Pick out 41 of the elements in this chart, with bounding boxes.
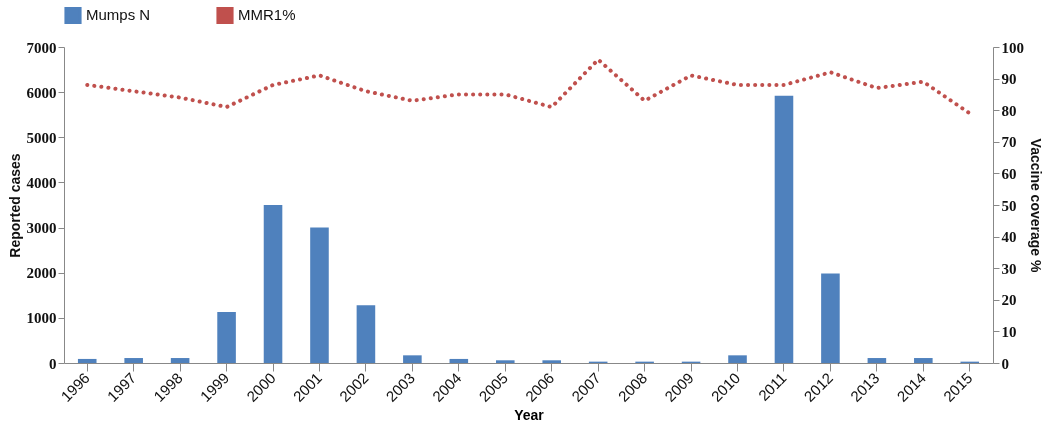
y-tick-label: 0 xyxy=(49,355,57,372)
y2-tick-label: 40 xyxy=(1001,229,1017,246)
y2-tick-label: 30 xyxy=(1001,260,1017,277)
y-tick-label: 1000 xyxy=(26,310,57,327)
y2-tick-label: 20 xyxy=(1001,292,1017,309)
y-tick-label: 2000 xyxy=(26,265,57,282)
y-tick-label: 3000 xyxy=(26,220,57,237)
bar xyxy=(728,355,747,363)
bar xyxy=(449,358,469,363)
bar xyxy=(914,358,933,363)
y2-tick-label: 60 xyxy=(1001,165,1017,182)
bar xyxy=(774,95,794,363)
legend-label: MMR1% xyxy=(238,6,296,24)
bar xyxy=(356,305,376,363)
legend-label: Mumps N xyxy=(86,6,151,24)
x-axis-title: Year xyxy=(514,406,545,423)
bar xyxy=(77,358,97,363)
bar xyxy=(263,205,283,363)
y-tick-label: 4000 xyxy=(26,174,57,191)
y-tick-label: 7000 xyxy=(26,39,57,56)
y-tick-label: 5000 xyxy=(26,129,57,146)
y2-tick-label: 80 xyxy=(1001,102,1017,119)
y-axis-title: Reported cases xyxy=(6,153,23,258)
bar xyxy=(867,358,887,363)
bar xyxy=(403,355,422,363)
y2-tick-label: 100 xyxy=(1001,39,1024,56)
bar xyxy=(495,360,515,363)
y2-tick-label: 10 xyxy=(1001,323,1017,340)
bar xyxy=(124,358,143,363)
y2-axis-title: Vaccine coverage % xyxy=(1028,138,1044,273)
y2-tick-label: 50 xyxy=(1001,197,1017,214)
bar xyxy=(821,273,840,363)
bar xyxy=(217,311,236,363)
bar xyxy=(310,227,329,363)
bar xyxy=(170,358,190,363)
y2-tick-label: 0 xyxy=(1001,355,1009,372)
bar xyxy=(542,360,562,363)
y-tick-label: 6000 xyxy=(26,84,57,101)
y2-tick-label: 70 xyxy=(1001,134,1017,151)
line-series xyxy=(85,57,972,116)
y2-tick-label: 90 xyxy=(1001,71,1017,88)
